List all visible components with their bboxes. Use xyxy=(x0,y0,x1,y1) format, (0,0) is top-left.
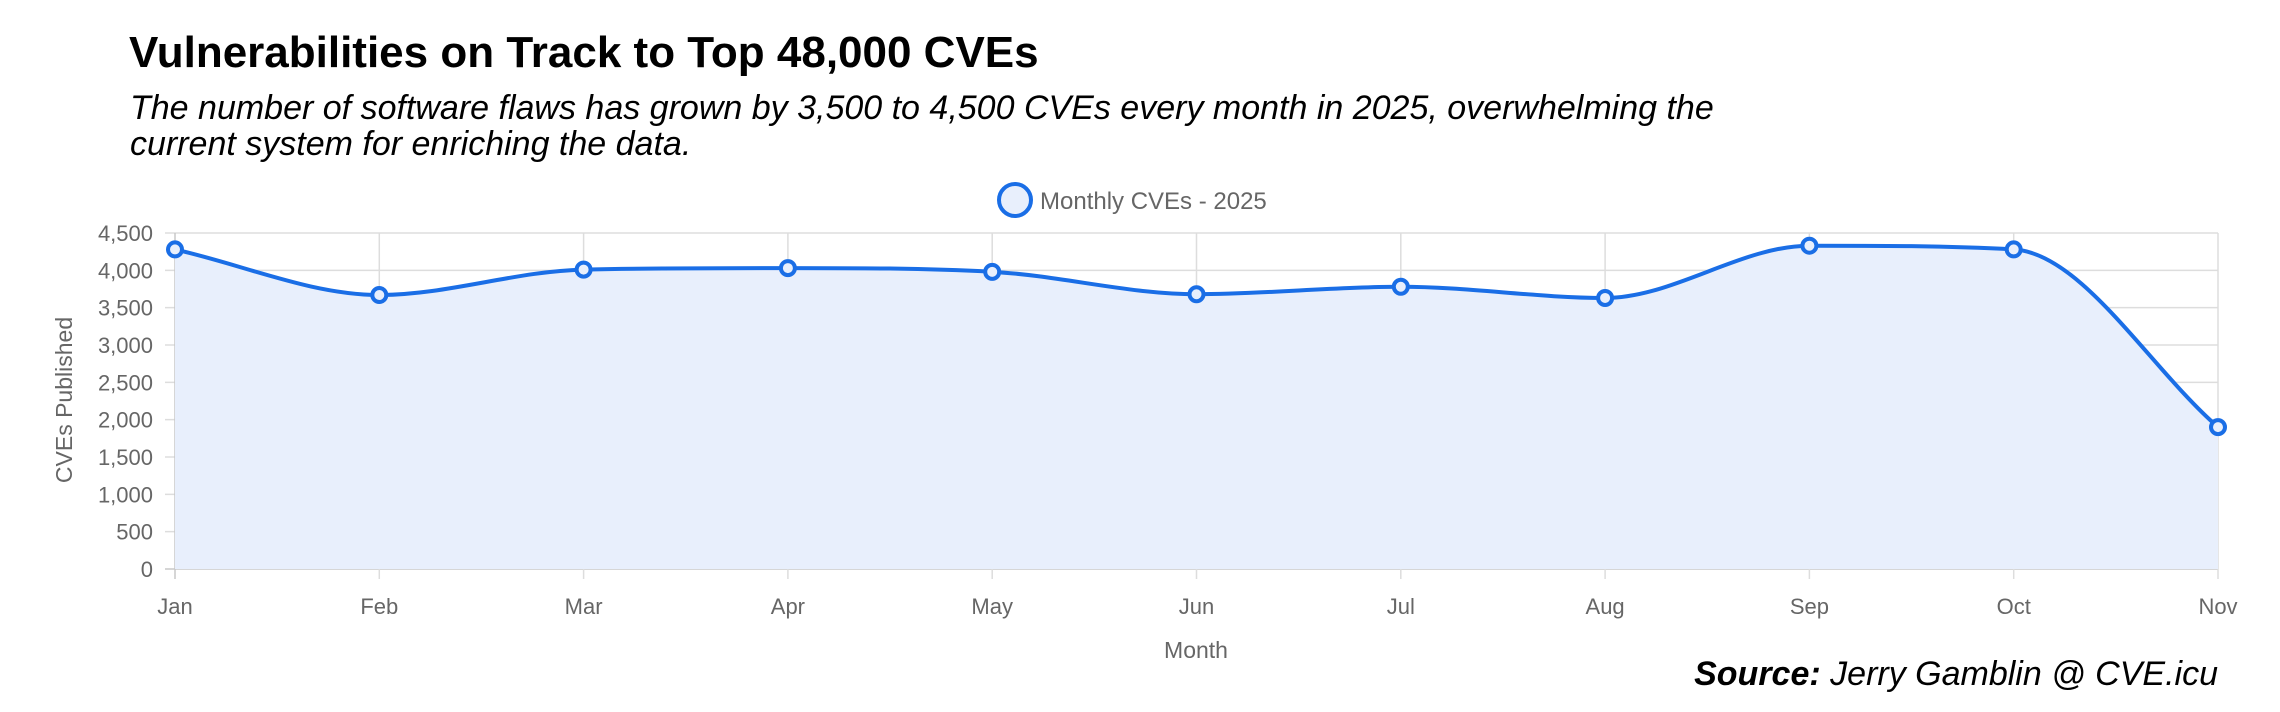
x-axis-ticks: Jan Feb Mar Apr May Jun Jul Aug Sep Oct Nov xyxy=(157,594,2237,619)
x-tick-label: Apr xyxy=(771,594,805,619)
y-axis-ticks: 0 500 1,000 1,500 2,000 2,500 3,000 3,500 4,000 4… xyxy=(98,221,153,582)
chart-subtitle: The number of software flaws has grown b… xyxy=(130,89,1714,163)
y-tick-label: 1,000 xyxy=(98,482,153,507)
x-tick-label: Jul xyxy=(1387,594,1415,619)
y-tick-label: 500 xyxy=(116,520,153,545)
chart-title: Vulnerabilities on Track to Top 48,000 C… xyxy=(129,28,1039,77)
data-point xyxy=(778,259,797,278)
y-axis-title: CVEs Published xyxy=(51,317,77,483)
y-tick-label: 1,500 xyxy=(98,445,153,470)
y-tick-label: 4,000 xyxy=(98,258,153,283)
x-tick-label: Oct xyxy=(1997,594,2031,619)
x-tick-label: May xyxy=(971,594,1013,619)
x-tick-label: Nov xyxy=(2198,594,2237,619)
y-tick-label: 2,000 xyxy=(98,408,153,433)
data-point xyxy=(2004,240,2023,259)
data-points xyxy=(166,236,2227,437)
data-point xyxy=(166,240,184,259)
data-point xyxy=(1596,288,1615,307)
x-tick-label: Aug xyxy=(1586,594,1625,619)
x-tick-label: Jun xyxy=(1179,594,1214,619)
y-tick-label: 4,500 xyxy=(98,221,153,246)
source-credit: Source: Jerry Gamblin @ CVE.icu xyxy=(1694,654,2218,694)
x-tick-label: Mar xyxy=(565,594,603,619)
data-point xyxy=(370,285,389,304)
x-tick-label: Sep xyxy=(1790,594,1829,619)
legend-marker xyxy=(997,182,1033,218)
data-point xyxy=(983,262,1002,281)
y-tick-label: 3,000 xyxy=(98,333,153,358)
data-point xyxy=(574,260,593,279)
legend-label: Monthly CVEs - 2025 xyxy=(1040,188,1267,215)
data-point xyxy=(1187,285,1206,304)
data-point xyxy=(1391,277,1410,296)
source-text: Jerry Gamblin @ CVE.icu xyxy=(1830,655,2218,693)
x-tick-label: Feb xyxy=(360,594,398,619)
source-label: Source: xyxy=(1694,655,1821,693)
data-point xyxy=(1800,236,1819,255)
y-tick-label: 3,500 xyxy=(98,296,153,321)
data-point xyxy=(2209,418,2227,437)
x-axis-title: Month xyxy=(1164,637,1228,663)
series-area xyxy=(175,245,2218,569)
y-tick-label: 2,500 xyxy=(98,370,153,395)
legend[interactable]: Monthly CVEs - 2025 xyxy=(997,182,1267,218)
x-tick-label: Jan xyxy=(157,594,192,619)
y-tick-label: 0 xyxy=(141,557,153,582)
